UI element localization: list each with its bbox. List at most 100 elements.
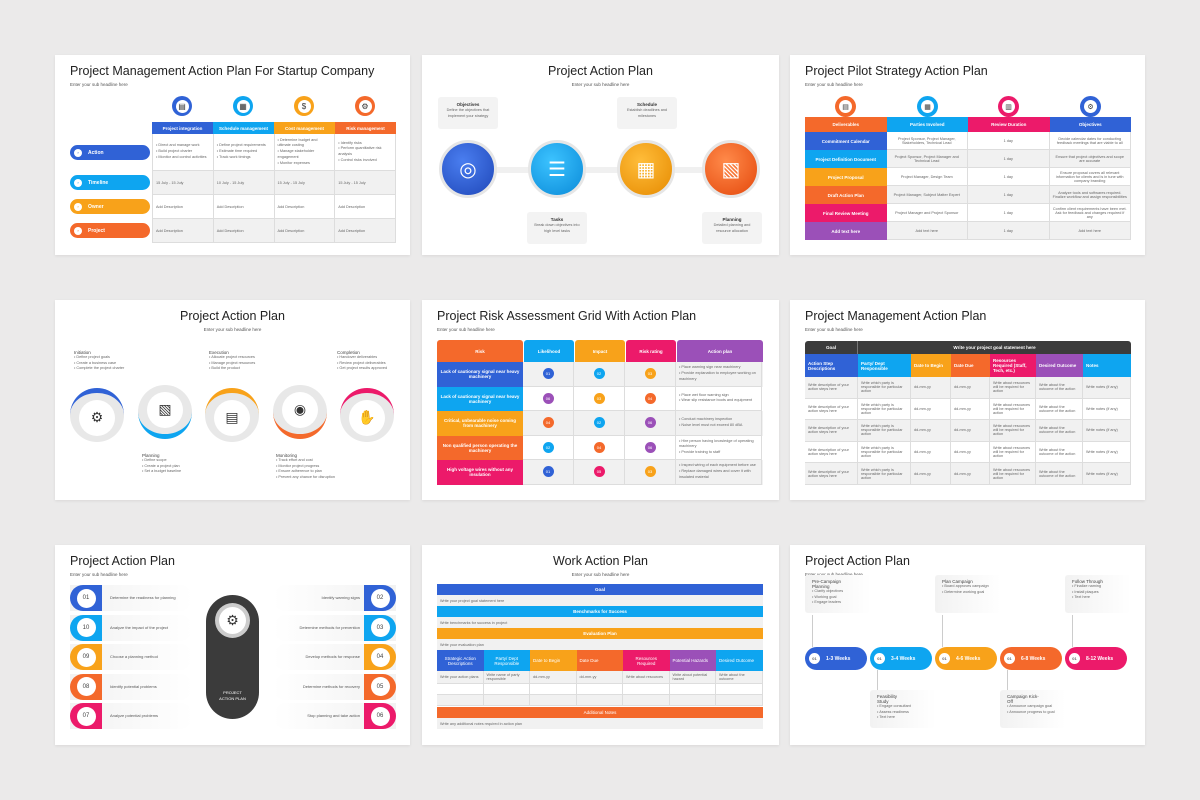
phase-initiation-text: InitiationDefine project goalsCreate a b…: [74, 350, 124, 372]
timeline-cell: 15 July - 15 July: [153, 171, 214, 195]
step-text: Choose a planning method: [110, 654, 158, 659]
table-row: Non qualified person operating the machi…: [437, 435, 763, 460]
slide-action-plan-steps[interactable]: Project Action Plan Enter your sub headl…: [55, 545, 410, 745]
rating-badge: 03: [644, 466, 656, 478]
col-header-impact: Impact: [575, 340, 625, 362]
row-pill-action: › Action: [70, 145, 150, 160]
rating-badge: 03: [644, 368, 656, 380]
goal-header: Goal: [437, 584, 763, 595]
table-row: Write description of your action steps h…: [805, 398, 1131, 421]
notes-header: Additional Notes: [437, 707, 763, 718]
table-row: Lack of cautionary signal near heavy mac…: [437, 362, 763, 387]
table-row: Write description of your action steps h…: [805, 420, 1131, 442]
slide-campaign-timeline[interactable]: Project Action Plan Enter your sub headl…: [790, 545, 1145, 745]
table-row: Draft Action Plan Project Manager, Subje…: [805, 186, 1131, 204]
lightbulb-gear-icon: ⚙: [70, 388, 124, 442]
step-text: Determine methods for prevention: [299, 624, 360, 630]
table-row: Project Definition Document Project Spon…: [805, 150, 1131, 168]
phase-completion-text: CompletionHandover deliverablesReview pr…: [337, 350, 387, 372]
step-text: Determine methods for recovery: [302, 683, 360, 689]
calendar-icon: ▦: [233, 96, 253, 116]
table-row: [437, 684, 763, 695]
slide-title: Project Action Plan: [180, 309, 285, 323]
benchmarks-header: Benchmarks for Success: [437, 606, 763, 617]
impact-badge: 05: [593, 466, 605, 478]
owner-cell: Add Description: [274, 195, 336, 219]
slide-subheadline: Enter your sub headline here: [805, 327, 863, 332]
step-number-badge: 07: [70, 703, 102, 729]
handshake-icon: ✋: [340, 388, 394, 442]
col-header-risk: Risk: [437, 340, 523, 362]
table-row: Write your action plans Write name of par…: [437, 671, 763, 684]
owner-cell: Add Description: [213, 195, 275, 219]
slide-title: Project Action Plan: [70, 554, 175, 568]
gear-hand-icon: ⚙: [355, 96, 375, 116]
owner-cell: Add Description: [335, 195, 396, 219]
table-row: Project Proposal Project Manager, Design…: [805, 168, 1131, 186]
slide-work-action-plan[interactable]: Work Action Plan Enter your sub headline…: [422, 545, 779, 745]
likelihood-badge: 04: [542, 417, 554, 429]
col-header: Review Duration: [968, 117, 1050, 132]
slide-risk-assessment[interactable]: Project Risk Assessment Grid With Action…: [422, 300, 779, 500]
clipboard-icon: ▥: [998, 96, 1019, 117]
bullets-integration: Direct and manage workBuild project char…: [156, 143, 206, 160]
impact-badge: 04: [593, 441, 605, 453]
col-header-schedule: Schedule management: [213, 122, 274, 134]
col-header-likelihood: Likelihood: [524, 340, 574, 362]
slide-project-action-plan-circles[interactable]: Project Action Plan Enter your sub headl…: [422, 55, 779, 255]
callout-schedule: Schedule Establish deadlines and milesto…: [617, 97, 677, 129]
pilot-table: Deliverables Parties Involved Review Dur…: [805, 117, 1131, 240]
timeline-stage-pill: 01 6-8 Weeks: [1000, 647, 1062, 670]
project-cell: Add Description: [213, 219, 275, 243]
timeline-cell: 15 July - 15 July: [335, 171, 396, 195]
step-text: Analyze the impact of the project: [110, 624, 169, 630]
timeline-stage-pill: 01 8-12 Weeks: [1065, 647, 1127, 670]
step-number-badge: 01: [70, 585, 102, 611]
step-number-badge: 02: [364, 585, 396, 611]
slide-title: Work Action Plan: [553, 554, 648, 568]
money-icon: $: [294, 96, 314, 116]
rating-badge: 06: [644, 417, 656, 429]
connector-bar: [452, 167, 752, 173]
notes-text: Write any additional notes required in a…: [437, 718, 763, 729]
col-header-risk: Risk management: [335, 122, 396, 134]
slide-subheadline: Enter your sub headline here: [571, 572, 630, 577]
col-header-rating: Risk rating: [626, 340, 676, 362]
slide-title: Project Action Plan: [805, 554, 910, 568]
step-number-badge: 08: [70, 673, 102, 700]
stage-callout: Pre-Campaign PlanningClarify objectivesW…: [805, 575, 871, 613]
slide-subheadline: Enter your sub headline here: [437, 327, 495, 332]
table-row: High voltage wires without any insulatio…: [437, 460, 763, 485]
impact-badge: 02: [593, 368, 605, 380]
slide-title: Project Risk Assessment Grid With Action…: [437, 309, 697, 323]
task-list-icon: ☰: [528, 140, 586, 198]
brain-gear-icon: ⚙: [215, 603, 250, 638]
slide-project-phases[interactable]: Project Action Plan Enter your sub headl…: [55, 300, 410, 500]
stage-callout: Plan CampaignBoard approves campaignDete…: [935, 575, 1001, 613]
row-pill-timeline: › Timeline: [70, 175, 150, 190]
startup-table: ▤ ▦ $ ⚙ Project integration Schedule man…: [152, 95, 396, 244]
evaluation-text: Write your evaluation plan: [437, 639, 763, 650]
row-pill-project: › Project: [70, 223, 150, 238]
goal-statement: Write your project goal statement here: [953, 345, 1036, 350]
slide-startup-action-plan[interactable]: Project Management Action Plan For Start…: [55, 55, 410, 255]
slide-title: Project Management Action Plan For Start…: [70, 64, 375, 78]
impact-badge: 02: [593, 417, 605, 429]
document-gear-icon: ▤: [205, 388, 259, 442]
slide-subheadline: Enter your sub headline here: [805, 82, 863, 87]
table-row: [437, 695, 763, 706]
timeline-stage-pill: 01 4-6 Weeks: [935, 647, 997, 670]
step-number-badge: 09: [70, 644, 102, 670]
step-text: Stop planning and take action: [307, 713, 360, 718]
likelihood-badge: 01: [542, 368, 554, 380]
slide-title: Project Action Plan: [548, 64, 653, 78]
document-icon: ▤: [835, 96, 856, 117]
slide-pm-action-plan-table[interactable]: Project Management Action Plan Enter you…: [790, 300, 1145, 500]
table-row: Commitment Calendar Project Sponsor, Pro…: [805, 132, 1131, 150]
callout-tasks: Tasks Break down objectives into high le…: [527, 212, 587, 244]
work-table: Goal Write your project goal statement h…: [437, 584, 763, 729]
risk-table: Risk Likelihood Impact Risk rating Actio…: [437, 340, 763, 485]
step-text: Identify potential problems: [110, 683, 157, 689]
slide-subheadline: Enter your sub headline here: [70, 572, 128, 577]
slide-pilot-strategy[interactable]: Project Pilot Strategy Action Plan Enter…: [790, 55, 1145, 255]
